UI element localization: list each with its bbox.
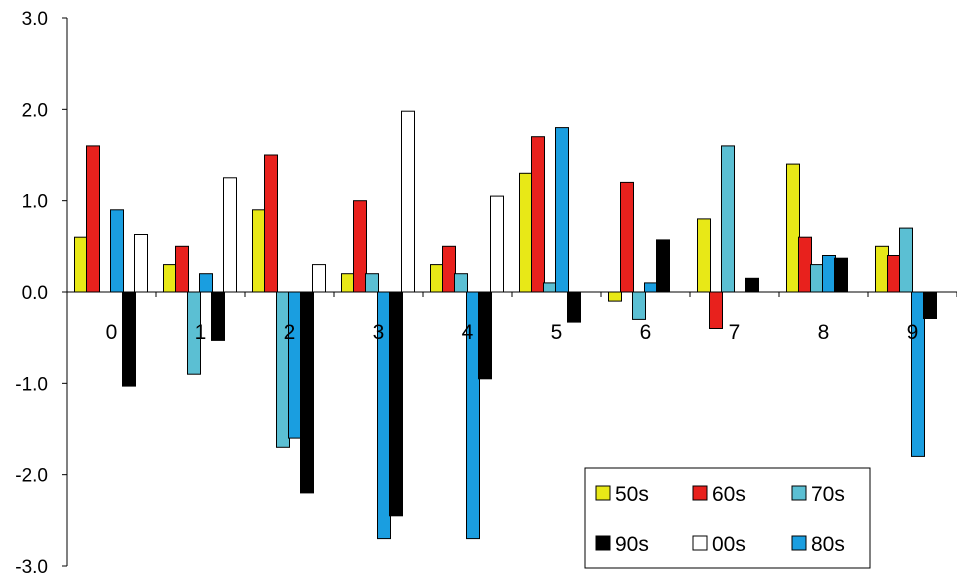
bar-80s-5: [555, 127, 569, 293]
y-tick-label: 1.0: [22, 192, 48, 213]
bar-60s-0: [86, 145, 100, 293]
y-tick-label: 0.0: [22, 283, 48, 304]
bar-60s-8: [798, 236, 812, 293]
x-tick-label: 3: [373, 321, 385, 344]
bar-00s-1: [223, 177, 237, 293]
bar-90s-6: [656, 239, 670, 293]
legend-label-90s: 90s: [615, 533, 649, 556]
bar-90s-5: [567, 291, 581, 323]
y-tick-label: -1.0: [15, 374, 48, 395]
x-tick-label: 9: [907, 321, 919, 344]
legend-label-50s: 50s: [615, 483, 649, 506]
labels-layer: -3.0 -2.0 -1.0 0.0 1.0 2.0 3.0 0 1 2 3 4 5 6 7 8 9: [15, 9, 918, 577]
bar-90s-7: [745, 277, 759, 293]
x-tick-label: 8: [818, 321, 830, 344]
bar-60s-6: [620, 181, 634, 293]
y-tick-label: -3.0: [15, 557, 48, 577]
bar-90s-3: [389, 291, 403, 517]
bar-80s-9: [911, 291, 925, 457]
legend-swatch-90s: [595, 535, 611, 551]
bar-00s-2: [312, 264, 326, 293]
bar-60s-1: [175, 245, 189, 293]
bar-70s-8: [810, 264, 824, 293]
bar-70s-4: [454, 273, 468, 293]
legend-label-60s: 60s: [712, 483, 746, 506]
bar-60s-3: [353, 200, 367, 293]
x-tick-label: 7: [729, 321, 741, 344]
x-tick-label: 4: [462, 321, 474, 344]
bar-60s-4: [442, 245, 456, 293]
bar-60s-2: [264, 154, 278, 293]
bar-90s-8: [834, 257, 848, 293]
bar-50s-2: [252, 209, 266, 293]
bar-90s-9: [923, 291, 937, 319]
bar-80s-2: [288, 291, 302, 439]
bar-60s-5: [531, 136, 545, 293]
bar-50s-8: [786, 163, 800, 293]
legend-label-80s: 80s: [811, 533, 845, 556]
bar-50s-3: [341, 273, 355, 293]
legend-swatch-50s: [595, 485, 611, 501]
legend-swatch-00s: [692, 535, 708, 551]
bar-00s-3: [401, 110, 415, 293]
x-tick-label: 2: [284, 321, 296, 344]
legend-label-00s: 00s: [712, 533, 746, 556]
bars-layer: [74, 110, 937, 540]
bar-50s-5: [519, 172, 533, 293]
axes-layer: [62, 17, 957, 567]
bar-50s-0: [74, 236, 88, 293]
legend-swatch-70s: [791, 485, 807, 501]
legend-box: [584, 467, 871, 569]
legend: 50s 60s 70s 90s 00s 80s: [584, 467, 871, 569]
bar-90s-4: [478, 291, 492, 380]
bar-70s-2: [276, 291, 290, 448]
bar-50s-9: [875, 245, 889, 293]
bar-00s-4: [490, 195, 504, 293]
bar-70s-6: [632, 291, 646, 320]
x-tick-label: 6: [640, 321, 652, 344]
bar-50s-1: [163, 264, 177, 293]
bar-70s-5: [543, 282, 557, 293]
y-tick-label: 2.0: [22, 100, 48, 121]
legend-label-70s: 70s: [811, 483, 845, 506]
x-tick-label: 0: [106, 321, 118, 344]
bar-80s-8: [822, 255, 836, 293]
y-tick-label: 3.0: [22, 9, 48, 30]
bar-70s-3: [365, 273, 379, 293]
bar-90s-2: [300, 291, 314, 494]
x-tick-label: 5: [551, 321, 563, 344]
bar-60s-7: [709, 291, 723, 329]
bar-00s-0: [134, 234, 148, 293]
bar-70s-9: [899, 227, 913, 293]
bar-90s-0: [122, 291, 136, 387]
y-tick-label: -2.0: [15, 466, 48, 487]
x-tick-label: 1: [195, 321, 207, 344]
legend-swatch-60s: [692, 485, 708, 501]
bar-50s-6: [608, 291, 622, 302]
bar-90s-1: [211, 291, 225, 341]
bar-50s-7: [697, 218, 711, 293]
bar-60s-9: [887, 255, 901, 293]
bar-80s-1: [199, 273, 213, 293]
bar-70s-7: [721, 145, 735, 293]
bar-80s-6: [644, 282, 658, 293]
legend-swatch-80s: [791, 535, 807, 551]
bar-80s-0: [110, 209, 124, 293]
bar-50s-4: [430, 264, 444, 293]
